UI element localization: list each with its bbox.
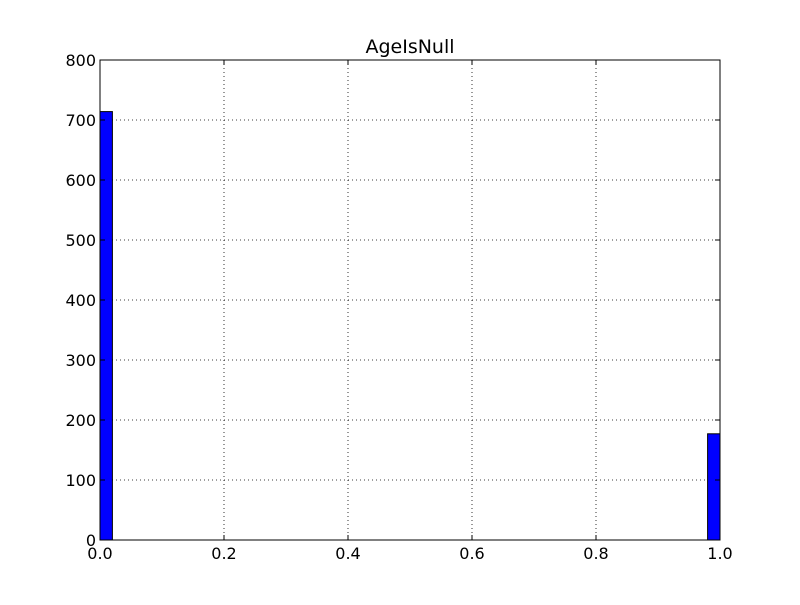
x-tick-label: 1.0 [707,544,732,563]
x-tick-label: 0.4 [335,544,360,563]
histogram-bar-1 [707,433,721,541]
y-tick-label: 800 [65,51,96,70]
plot-frame [99,59,721,541]
y-tick-label: 100 [65,471,96,490]
y-tick-label: 700 [65,111,96,130]
histogram-bar-0 [99,111,113,541]
y-tick-label: 500 [65,231,96,250]
y-tick-label: 0 [86,531,96,550]
y-tick-label: 400 [65,291,96,310]
x-tick-label: 0.8 [583,544,608,563]
x-tick-label: 0.2 [211,544,236,563]
x-tick-label: 0.6 [459,544,484,563]
y-tick-label: 300 [65,351,96,370]
grid-lines [99,59,721,541]
y-tick-label: 200 [65,411,96,430]
tick-labels: 0.0 0.2 0.4 0.6 0.8 1.0 0 100 200 300 400 500 600 700… [65,51,732,563]
y-tick-label: 600 [65,171,96,190]
histogram-bars [99,111,721,541]
chart-title: AgeIsNull [365,36,454,58]
x-tick-label: 0.0 [87,544,112,563]
